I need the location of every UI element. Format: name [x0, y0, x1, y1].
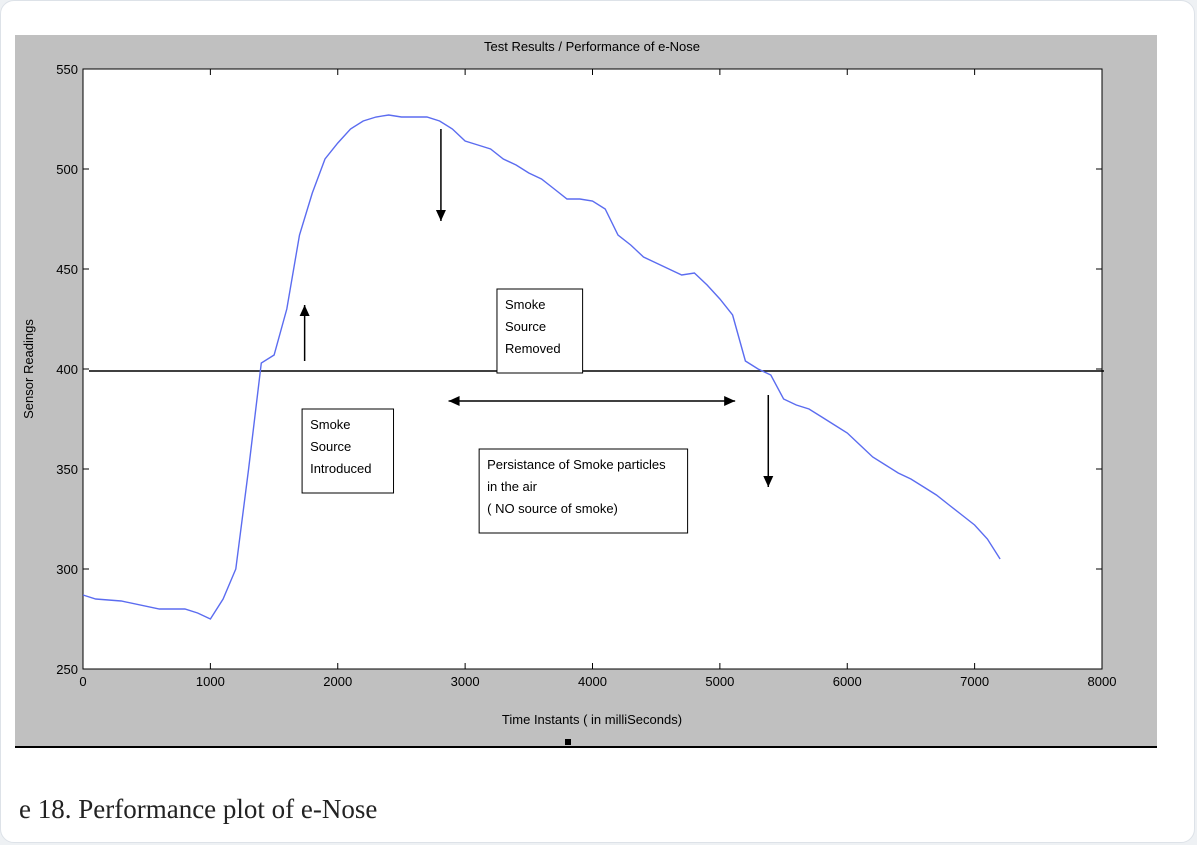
arrow-head	[448, 396, 460, 406]
x-tick-label: 2000	[323, 674, 352, 689]
figure-caption: e 18. Performance plot of e-Nose	[19, 794, 378, 824]
x-tick-label: 1000	[196, 674, 225, 689]
y-tick-label: 300	[56, 562, 78, 577]
x-tick-label: 3000	[451, 674, 480, 689]
y-tick-label: 550	[56, 62, 78, 77]
annotation-text: Removed	[505, 341, 561, 356]
annotation-text: in the air	[487, 479, 538, 494]
annotation-box: Smoke Source Introduced	[301, 408, 395, 494]
x-tick-label: 4000	[578, 674, 607, 689]
annotation-frame	[301, 408, 395, 494]
annotation-box: Smoke Source Removed	[496, 288, 584, 374]
annotation-text: Persistance of Smoke particles	[487, 457, 666, 472]
annotation-box: Persistance of Smoke particles in the air…	[478, 448, 689, 534]
y-tick-label: 400	[56, 362, 78, 377]
y-tick-label: 500	[56, 162, 78, 177]
chart-figure: Test Results / Performance of e-Nose Tim…	[15, 35, 1157, 748]
y-tick-label: 350	[56, 462, 78, 477]
x-tick-label: 5000	[705, 674, 734, 689]
annotation-frame	[478, 448, 689, 534]
figure-marker	[565, 739, 571, 745]
x-tick-label: 6000	[833, 674, 862, 689]
arrow-head	[724, 396, 736, 406]
series-line	[82, 114, 1001, 620]
y-tick-label: 250	[56, 662, 78, 677]
arrow-head	[299, 305, 310, 316]
x-tick-label: 0	[79, 674, 86, 689]
x-tick-label: 7000	[960, 674, 989, 689]
y-axis-label: Sensor Readings	[21, 319, 36, 419]
y-tick-label: 450	[56, 262, 78, 277]
annotation-text: Source	[505, 319, 546, 334]
axis-ticks: 0 1000 2000 3000 4000 5000 6000 7000 8000 250 300 3…	[56, 62, 1116, 689]
annotation-text: Source	[310, 439, 351, 454]
annotation-frame	[496, 288, 584, 374]
x-tick-label: 8000	[1088, 674, 1117, 689]
annotation-text: Smoke	[310, 417, 350, 432]
arrow-head	[763, 476, 774, 487]
plot-area	[82, 68, 1103, 670]
annotation-text: Introduced	[310, 461, 371, 476]
arrow-head	[435, 210, 446, 221]
chart-marks: Smoke Source Removed Smoke Source Introduced P…	[82, 114, 1104, 620]
annotation-text: ( NO source of smoke)	[487, 501, 618, 516]
x-axis-label: Time Instants ( in milliSeconds)	[502, 712, 682, 727]
chart-title: Test Results / Performance of e-Nose	[484, 39, 700, 54]
annotation-text: Smoke	[505, 297, 545, 312]
